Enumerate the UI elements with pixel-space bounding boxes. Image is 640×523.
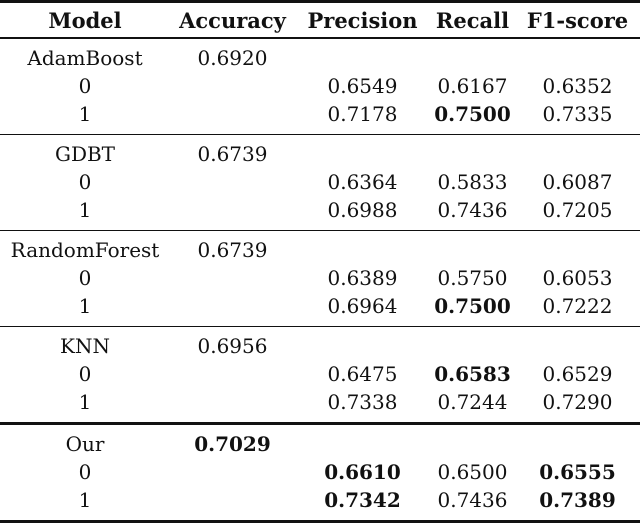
class-metrics-row: 0 0.6389 0.5750 0.6053	[0, 264, 640, 292]
precision-cell: 0.7178	[327, 102, 398, 126]
class-label-cell: 1	[78, 488, 92, 512]
model-section-knn: KNN 0.6956 0 0.6475 0.6583 0.6529 1 0.7338 0.724…	[0, 326, 640, 422]
class-metrics-row: 1 0.7342 0.7436 0.7389	[0, 486, 640, 514]
f1-score-cell: 0.6555	[539, 460, 616, 484]
precision-cell: 0.7342	[324, 488, 401, 512]
model-summary-row: GDBT 0.6739	[0, 140, 640, 168]
model-name-cell: AdamBoost	[27, 46, 143, 70]
f1-score-cell: 0.6087	[542, 170, 613, 194]
accuracy-cell: 0.6739	[197, 142, 268, 166]
class-label-cell: 0	[78, 266, 92, 290]
precision-cell: 0.6610	[324, 460, 401, 484]
recall-cell: 0.6583	[434, 362, 511, 386]
class-metrics-row: 0 0.6364 0.5833 0.6087	[0, 168, 640, 196]
recall-cell: 0.6167	[437, 74, 508, 98]
class-label-cell: 1	[78, 102, 92, 126]
precision-cell: 0.6988	[327, 198, 398, 222]
class-label-cell: 0	[78, 74, 92, 98]
f1-score-cell: 0.7290	[542, 390, 613, 414]
recall-cell: 0.7436	[437, 198, 508, 222]
class-label-cell: 1	[78, 390, 92, 414]
class-metrics-row: 1 0.7178 0.7500 0.7335	[0, 100, 640, 128]
class-label-cell: 1	[78, 198, 92, 222]
header-precision: Precision	[307, 7, 418, 33]
f1-score-cell: 0.7205	[542, 198, 613, 222]
precision-cell: 0.7338	[327, 390, 398, 414]
model-section-randomforest: RandomForest 0.6739 0 0.6389 0.5750 0.6053 1 0.…	[0, 230, 640, 326]
class-metrics-row: 1 0.7338 0.7244 0.7290	[0, 388, 640, 416]
model-name-cell: GDBT	[54, 142, 116, 166]
accuracy-cell: 0.6739	[197, 238, 268, 262]
header-accuracy: Accuracy	[179, 7, 286, 33]
accuracy-cell: 0.6920	[197, 46, 268, 70]
f1-score-cell: 0.7335	[542, 102, 613, 126]
model-name-cell: Our	[65, 432, 105, 456]
table-header-row: Model Accuracy Precision Recall F1-score	[0, 3, 640, 39]
table-body: AdamBoost 0.6920 0 0.6549 0.6167 0.6352 1 0.717…	[0, 39, 640, 520]
model-name-cell: KNN	[60, 334, 110, 358]
model-summary-row: KNN 0.6956	[0, 332, 640, 360]
class-label-cell: 1	[78, 294, 92, 318]
recall-cell: 0.6500	[437, 460, 508, 484]
header-model: Model	[48, 7, 122, 33]
recall-cell: 0.7500	[434, 294, 511, 318]
recall-cell: 0.7500	[434, 102, 511, 126]
precision-cell: 0.6364	[327, 170, 398, 194]
header-recall: Recall	[435, 7, 510, 33]
recall-cell: 0.7244	[437, 390, 508, 414]
model-summary-row: RandomForest 0.6739	[0, 236, 640, 264]
precision-cell: 0.6964	[327, 294, 398, 318]
model-section-gdbt: GDBT 0.6739 0 0.6364 0.5833 0.6087 1 0.6988 0.74…	[0, 134, 640, 230]
class-metrics-row: 0 0.6610 0.6500 0.6555	[0, 458, 640, 486]
model-section-adamboost: AdamBoost 0.6920 0 0.6549 0.6167 0.6352 1 0.717…	[0, 39, 640, 134]
class-metrics-row: 0 0.6549 0.6167 0.6352	[0, 72, 640, 100]
f1-score-cell: 0.6053	[542, 266, 613, 290]
class-label-cell: 0	[78, 460, 92, 484]
model-summary-row: AdamBoost 0.6920	[0, 44, 640, 72]
class-label-cell: 0	[78, 362, 92, 386]
f1-score-cell: 0.6529	[542, 362, 613, 386]
model-name-cell: RandomForest	[10, 238, 160, 262]
f1-score-cell: 0.6352	[542, 74, 613, 98]
model-summary-row: Our 0.7029	[0, 430, 640, 458]
precision-cell: 0.6475	[327, 362, 398, 386]
recall-cell: 0.5833	[437, 170, 508, 194]
precision-cell: 0.6389	[327, 266, 398, 290]
class-metrics-row: 0 0.6475 0.6583 0.6529	[0, 360, 640, 388]
precision-cell: 0.6549	[327, 74, 398, 98]
f1-score-cell: 0.7389	[539, 488, 616, 512]
accuracy-cell: 0.7029	[194, 432, 271, 456]
class-metrics-row: 1 0.6988 0.7436 0.7205	[0, 196, 640, 224]
f1-score-cell: 0.7222	[542, 294, 613, 318]
accuracy-cell: 0.6956	[197, 334, 268, 358]
class-metrics-row: 1 0.6964 0.7500 0.7222	[0, 292, 640, 320]
model-section-our: Our 0.7029 0 0.6610 0.6500 0.6555 1 0.7342 0.743…	[0, 422, 640, 520]
header-f1-score: F1-score	[526, 7, 629, 33]
class-label-cell: 0	[78, 170, 92, 194]
recall-cell: 0.7436	[437, 488, 508, 512]
recall-cell: 0.5750	[437, 266, 508, 290]
